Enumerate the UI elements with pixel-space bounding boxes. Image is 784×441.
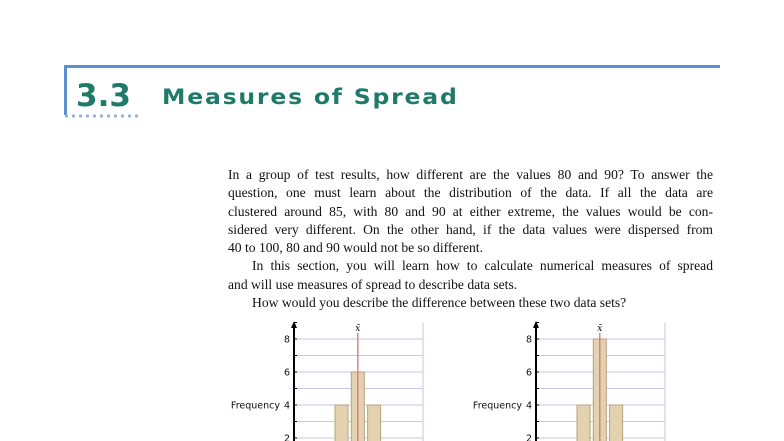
y-axis-arrow (533, 321, 539, 328)
histogram-bar (334, 404, 349, 441)
section-number: 3.3 (76, 78, 131, 114)
text-line: In a group of test results, how differen… (228, 167, 713, 182)
section-title: Measures of Spread (162, 85, 459, 109)
text-line: How would you describe the difference be… (252, 295, 627, 311)
intro-paragraph: In a group of test results, how differen… (228, 166, 713, 312)
y-tick-label: 4 (526, 401, 532, 412)
y-tick-label: 2 (526, 434, 532, 441)
y-tick-label: 4 (284, 401, 290, 412)
text-line: clustered around 85, with 80 and 90 at e… (228, 203, 713, 219)
histogram-bar (609, 404, 624, 441)
text-line: 40 to 100, 80 and 90 would not be so dif… (228, 240, 483, 256)
text-line: and will use measures of spread to descr… (228, 276, 518, 292)
y-axis-label: Frequency (231, 401, 280, 412)
mean-label: x̄ (355, 324, 360, 334)
text-line: question, one must learn about the distr… (228, 185, 713, 201)
y-axis-label: Frequency (473, 401, 522, 412)
section-rule-left (64, 65, 67, 115)
y-axis-arrow (291, 321, 297, 328)
section-dots (63, 114, 141, 118)
y-tick-label: 6 (284, 368, 290, 379)
y-tick-label: 8 (526, 335, 532, 346)
histogram-bar (367, 404, 382, 441)
section-rule-top (64, 65, 720, 68)
y-tick-label: 2 (284, 434, 290, 441)
histogram-bar (576, 404, 591, 441)
y-tick-label: 8 (284, 335, 290, 346)
mean-label: x̄ (597, 324, 602, 334)
y-tick-label: 6 (526, 368, 532, 379)
histogram-right: 2 4 6 8 Frequency x̄ (473, 321, 666, 441)
text-line: sidered very different. On the other han… (228, 221, 713, 237)
histogram-left: 2 4 6 8 Frequency x̄ (231, 321, 424, 441)
text-line: In this section, you will learn how to c… (252, 258, 713, 274)
